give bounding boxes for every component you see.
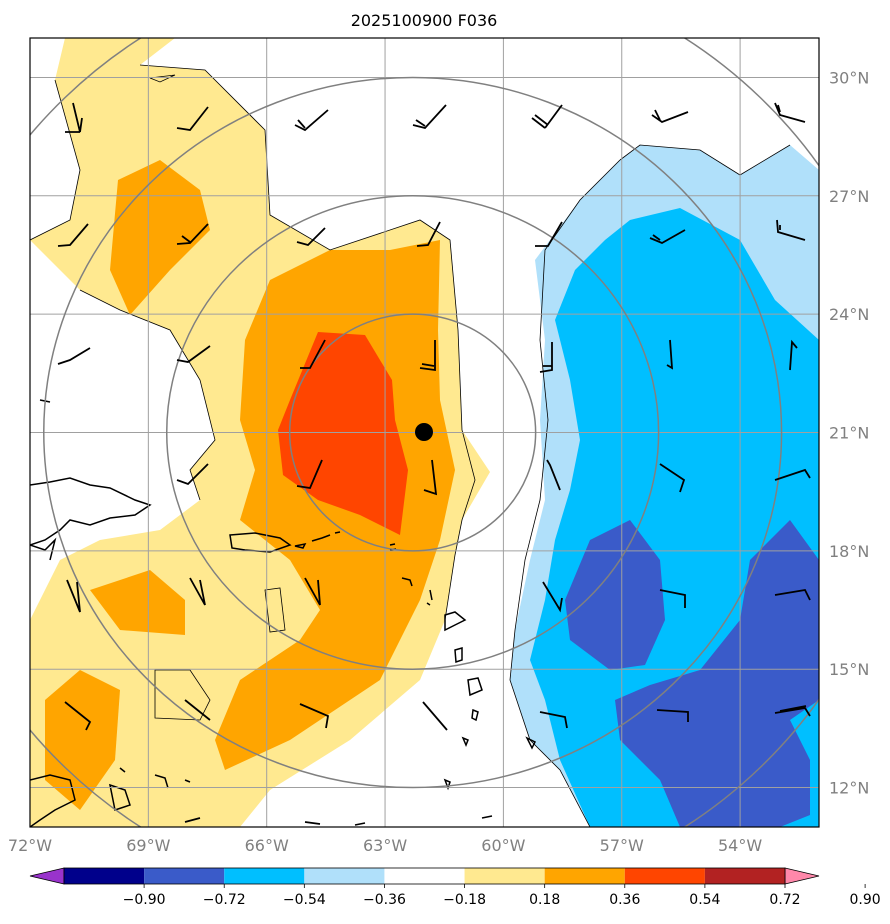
storm-center-marker <box>415 423 433 441</box>
lat-tick-label: 18°N <box>829 542 869 561</box>
lon-tick-label: 54°W <box>718 836 762 855</box>
lon-tick-label: 69°W <box>126 836 170 855</box>
colorbar-segment <box>464 868 545 884</box>
colorbar-label: −0.72 <box>203 892 246 908</box>
range-ring <box>43 76 783 789</box>
lon-tick-labels: 72°W 69°W 66°W 63°W 60°W 57°W 54°W <box>8 836 762 855</box>
lat-tick-label: 30°N <box>829 68 869 87</box>
colorbar-label: 0.36 <box>609 892 640 908</box>
lon-tick-label: 72°W <box>8 836 52 855</box>
colorbar-segment <box>304 868 385 884</box>
shading-blue <box>565 520 819 827</box>
colorbar-segment <box>704 868 785 884</box>
colorbar-label: 0.18 <box>529 892 560 908</box>
colorbar-label: 0.90 <box>850 892 881 908</box>
colorbar-segment <box>544 868 625 884</box>
colorbar-extend-max <box>784 867 820 885</box>
colorbar-label: −0.54 <box>283 892 326 908</box>
lat-tick-label: 24°N <box>829 305 869 324</box>
colorbar-label: −0.18 <box>443 892 486 908</box>
colorbar-label: 0.54 <box>689 892 720 908</box>
map-frame <box>29 37 820 828</box>
colorbar: −0.90 −0.72 −0.54 −0.36 −0.18 0.18 0.36 0.54 0.7… <box>29 867 881 908</box>
range-ring <box>288 313 537 552</box>
coastlines <box>30 399 537 827</box>
chart-title: 2025100900 F036 <box>351 11 498 30</box>
lat-tick-label: 12°N <box>829 779 869 798</box>
colorbar-segment <box>64 868 145 884</box>
range-ring <box>165 195 660 670</box>
lon-tick-label: 57°W <box>600 836 644 855</box>
colorbar-label: 0.72 <box>769 892 800 908</box>
colorbar-segment <box>224 868 305 884</box>
lat-tick-label: 21°N <box>829 424 869 443</box>
lon-tick-label: 63°W <box>363 836 407 855</box>
colorbar-label: −0.36 <box>363 892 406 908</box>
colorbar-segment <box>624 868 705 884</box>
colorbar-segment <box>384 868 465 884</box>
colorbar-extend-min <box>29 867 65 885</box>
wind-barbs <box>57 102 811 825</box>
lon-tick-label: 66°W <box>245 836 289 855</box>
colorbar-segment <box>144 868 225 884</box>
lon-tick-label: 60°W <box>481 836 525 855</box>
lat-tick-labels: 30°N 27°N 24°N 21°N 18°N 15°N 12°N <box>829 68 869 797</box>
colorbar-label: −0.90 <box>123 892 166 908</box>
lat-tick-label: 27°N <box>829 187 869 206</box>
lat-tick-label: 15°N <box>829 660 869 679</box>
shading-red <box>278 332 408 535</box>
colorbar-frame <box>63 867 786 885</box>
